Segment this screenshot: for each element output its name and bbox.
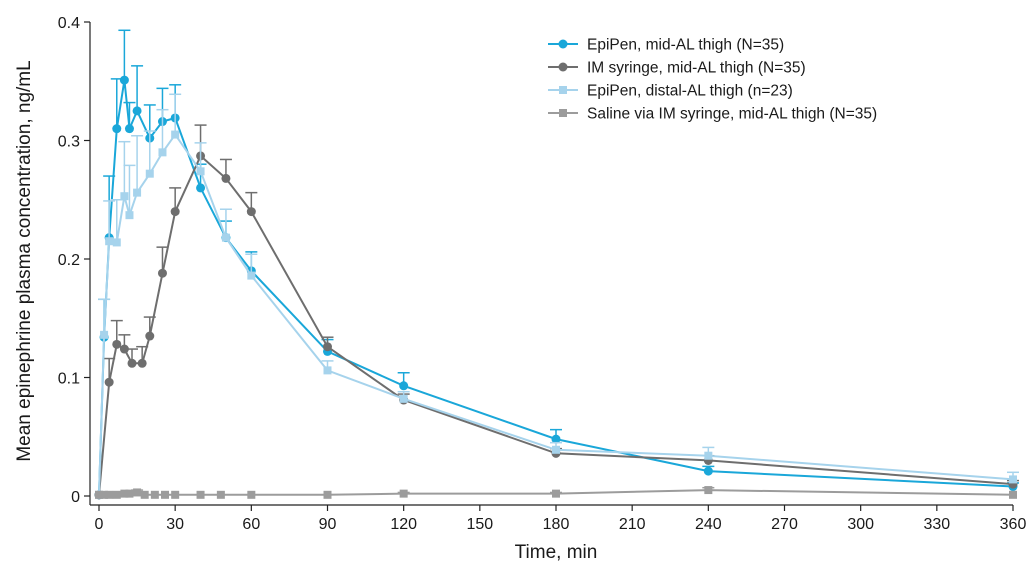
legend-label: IM syringe, mid-AL thigh (N=35) [587,60,806,77]
data-point [399,394,408,403]
series-1 [94,29,1019,500]
data-point [124,124,134,134]
data-point [246,207,256,217]
legend-marker [558,62,568,72]
x-tick-label: 120 [390,516,417,533]
data-point [127,358,137,368]
plot-area [94,29,1019,500]
data-point [247,490,256,499]
series-line [98,79,1014,495]
legend-item: Saline via IM syringe, mid-AL thigh (N=3… [548,106,877,123]
data-point [216,490,225,499]
data-point [145,331,155,341]
data-point [196,490,205,499]
data-point [125,489,134,498]
y-tick-label: 0.3 [58,134,80,151]
legend-item: IM syringe, mid-AL thigh (N=35) [548,60,806,77]
data-point [221,233,230,242]
legend-marker [558,39,568,49]
x-tick-label: 150 [466,516,493,533]
data-point [196,167,205,176]
data-point [552,489,560,498]
y-tick-label: 0.2 [58,252,80,269]
series-3 [95,93,1019,499]
data-point [133,488,142,497]
y-tick-label: 0.4 [58,15,80,32]
data-point [112,124,122,134]
data-point [323,342,332,352]
data-point [552,445,560,454]
data-point [104,377,114,387]
data-point [137,358,147,368]
data-point [704,451,713,460]
data-point [161,490,170,499]
x-tick-label: 210 [619,516,646,533]
x-tick-label: 180 [543,516,570,533]
data-point [196,183,206,193]
legend: EpiPen, mid-AL thigh (N=35) IM syringe, m… [548,37,877,123]
data-point [399,489,408,498]
data-point [323,490,332,499]
y-tick-label: 0.1 [58,371,80,388]
x-tick-label: 60 [242,516,260,533]
data-point [105,490,114,499]
x-tick-label: 30 [166,516,184,533]
legend-label: EpiPen, distal-AL thigh (n=23) [587,83,793,100]
x-tick-label: 360 [1000,516,1027,533]
data-point [171,130,180,139]
data-point [132,106,142,116]
data-point [100,490,109,499]
data-point [323,366,332,375]
legend-label: Saline via IM syringe, mid-AL thigh (N=3… [587,106,877,123]
x-tick-label: 240 [695,516,722,533]
data-point [150,490,159,499]
data-point [157,268,167,278]
x-axis-title: Time, min [515,542,598,563]
data-point [119,344,129,354]
legend-label: EpiPen, mid-AL thigh (N=35) [587,37,784,54]
data-point [120,192,129,201]
x-tick-label: 0 [95,516,104,533]
data-point [158,148,167,157]
x-tick-label: 300 [847,516,874,533]
data-point [133,188,142,197]
data-point [140,490,149,499]
y-axis-title: Mean epinephrine plasma concentration, n… [14,60,35,461]
legend-item: EpiPen, mid-AL thigh (N=35) [548,37,784,54]
data-point [105,237,114,246]
data-point [703,466,713,476]
data-point [95,490,103,499]
data-point [704,486,713,495]
axes: 0 0.1 0.2 0.3 0.4 0 30 60 90 120 150 180 210 240 270 30… [58,15,1027,533]
data-point [112,490,121,499]
data-point [1009,475,1017,484]
data-point [171,490,180,499]
legend-marker [559,86,567,94]
x-tick-label: 270 [771,516,798,533]
data-point [247,271,256,280]
data-point [145,169,154,178]
data-point [120,489,129,498]
data-point [125,211,134,220]
data-point [170,207,180,217]
legend-item: EpiPen, distal-AL thigh (n=23) [548,83,793,100]
data-point [119,75,129,85]
data-point [1009,490,1017,499]
x-tick-label: 330 [923,516,950,533]
data-point [399,381,409,391]
x-tick-label: 90 [319,516,337,533]
data-point [112,238,121,247]
data-point [100,330,109,339]
series-4 [95,486,1017,499]
data-point [551,434,561,444]
data-point [221,173,231,183]
y-tick-label: 0 [71,489,80,506]
legend-marker [559,109,567,117]
data-point [112,339,122,349]
